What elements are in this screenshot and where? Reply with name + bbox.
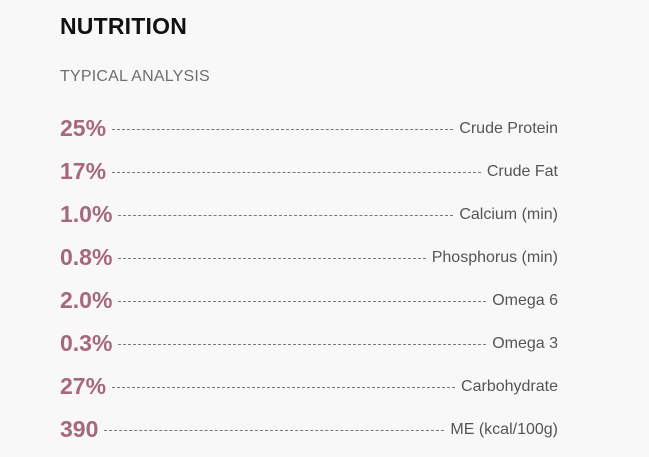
analysis-row-omega-3: 0.3% Omega 3 bbox=[60, 322, 558, 365]
analysis-value: 2.0% bbox=[60, 287, 113, 313]
analysis-row-omega-6: 2.0% Omega 6 bbox=[60, 279, 558, 322]
dotted-leader bbox=[112, 172, 481, 173]
dotted-leader bbox=[112, 387, 456, 388]
analysis-value: 390 bbox=[60, 416, 99, 442]
analysis-label: Crude Protein bbox=[459, 119, 558, 137]
section-title: NUTRITION bbox=[60, 13, 188, 39]
analysis-label: Calcium (min) bbox=[459, 205, 558, 223]
analysis-row-me: 390 ME (kcal/100g) bbox=[60, 408, 558, 451]
analysis-value: 25% bbox=[60, 115, 107, 141]
dotted-leader bbox=[112, 129, 454, 130]
analysis-label: Carbohydrate bbox=[461, 377, 558, 395]
analysis-label: ME (kcal/100g) bbox=[450, 420, 558, 438]
analysis-value: 0.8% bbox=[60, 244, 113, 270]
analysis-label: Crude Fat bbox=[486, 162, 558, 180]
analysis-label: Phosphorus (min) bbox=[431, 248, 558, 266]
analysis-row-carbohydrate: 27% Carbohydrate bbox=[60, 365, 558, 408]
dotted-leader bbox=[118, 301, 487, 302]
dotted-leader bbox=[118, 215, 454, 216]
analysis-row-calcium: 1.0% Calcium (min) bbox=[60, 193, 558, 236]
section-subtitle: TYPICAL ANALYSIS bbox=[60, 68, 210, 85]
dotted-leader bbox=[118, 258, 426, 259]
analysis-row-crude-fat: 17% Crude Fat bbox=[60, 150, 558, 193]
analysis-value: 0.3% bbox=[60, 330, 113, 356]
analysis-list: 25% Crude Protein 17% Crude Fat 1.0% Cal… bbox=[60, 107, 558, 451]
analysis-label: Omega 6 bbox=[492, 291, 558, 309]
analysis-row-phosphorus: 0.8% Phosphorus (min) bbox=[60, 236, 558, 279]
analysis-value: 1.0% bbox=[60, 201, 113, 227]
analysis-row-crude-protein: 25% Crude Protein bbox=[60, 107, 558, 150]
analysis-value: 27% bbox=[60, 373, 107, 399]
dotted-leader bbox=[104, 430, 445, 431]
analysis-value: 17% bbox=[60, 158, 107, 184]
analysis-label: Omega 3 bbox=[492, 334, 558, 352]
dotted-leader bbox=[118, 344, 487, 345]
